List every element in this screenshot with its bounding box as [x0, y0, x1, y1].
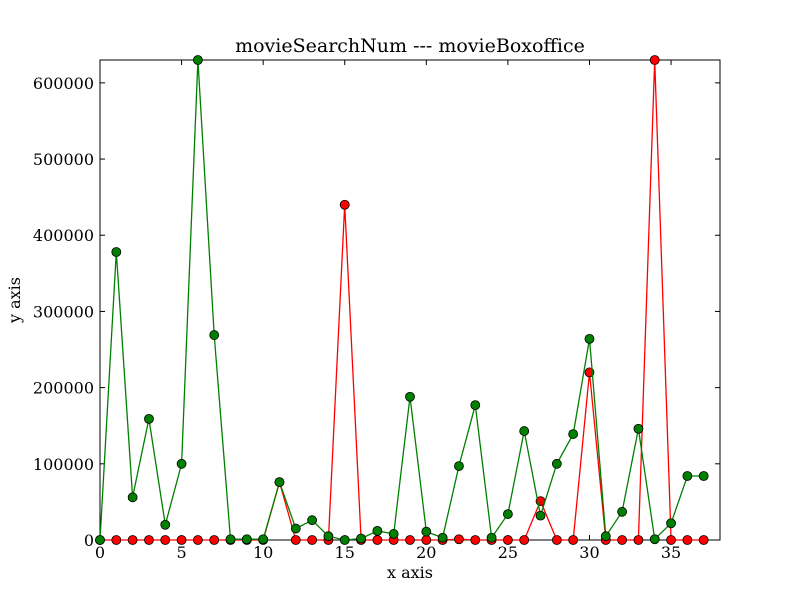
y-tick-label: 300000 — [33, 302, 94, 321]
data-point — [649, 55, 660, 65]
data-point — [535, 510, 546, 521]
data-point — [127, 535, 138, 545]
data-point — [617, 535, 628, 545]
data-point — [666, 535, 676, 545]
x-tick-label: 15 — [335, 543, 355, 562]
data-point — [666, 518, 676, 529]
data-point — [421, 526, 432, 537]
data-point — [192, 55, 203, 65]
data-point — [470, 535, 481, 545]
data-point — [502, 509, 513, 519]
data-point — [437, 532, 448, 543]
data-point — [519, 426, 530, 436]
data-point — [519, 535, 530, 545]
data-point — [617, 506, 628, 517]
y-tick-label: 100000 — [33, 455, 94, 474]
data-point — [568, 429, 579, 439]
data-point — [209, 535, 220, 545]
data-point — [682, 471, 693, 481]
data-point — [698, 535, 709, 545]
series-0 — [95, 55, 709, 545]
x-axis-label: x axis — [387, 563, 433, 582]
x-axis-ticks: 0 5 10 15 20 25 30 35 — [95, 60, 681, 562]
data-point — [502, 535, 513, 545]
y-axis-ticks: 0 100000 200000 300000 400000 500000 600000 — [33, 74, 720, 550]
data-point — [454, 461, 464, 471]
data-point — [584, 333, 595, 344]
data-point — [176, 535, 187, 545]
x-tick-label: 0 — [95, 543, 105, 562]
data-point — [339, 199, 350, 210]
data-point — [111, 535, 122, 545]
data-point — [258, 534, 269, 545]
x-tick-label: 20 — [416, 543, 436, 562]
x-tick-label: 25 — [498, 543, 518, 562]
data-point — [192, 535, 203, 545]
data-point — [698, 471, 709, 481]
series-layer — [95, 55, 709, 545]
y-tick-label: 200000 — [33, 379, 94, 398]
data-point — [454, 534, 464, 545]
data-point — [551, 458, 562, 469]
data-point — [307, 515, 318, 526]
data-point — [209, 330, 220, 340]
data-point — [551, 535, 562, 545]
y-tick-label: 0 — [84, 531, 94, 550]
data-point — [160, 535, 171, 545]
y-axis-label: y axis — [5, 277, 24, 324]
x-tick-label: 10 — [253, 543, 273, 562]
x-tick-label: 35 — [661, 543, 681, 562]
series-1 — [95, 55, 709, 545]
data-point — [372, 535, 383, 545]
data-point — [144, 535, 154, 545]
data-point — [682, 535, 693, 545]
data-point — [421, 535, 432, 545]
data-point — [290, 535, 301, 545]
data-point — [388, 529, 399, 539]
data-point — [633, 423, 644, 434]
data-point — [600, 531, 611, 542]
data-point — [111, 247, 122, 257]
series-line — [99, 59, 704, 541]
data-point — [568, 535, 579, 545]
data-point — [241, 534, 252, 545]
data-point — [307, 535, 318, 545]
data-point — [144, 413, 154, 424]
data-point — [160, 519, 171, 530]
data-point — [372, 525, 383, 536]
x-tick-label: 5 — [176, 543, 186, 562]
data-point — [649, 534, 660, 545]
data-point — [176, 458, 187, 469]
data-point — [405, 535, 415, 545]
data-point — [470, 400, 481, 411]
data-point — [274, 477, 285, 487]
chart-title: movieSearchNum --- movieBoxoffice — [235, 35, 585, 57]
data-point — [339, 535, 350, 545]
data-point — [95, 535, 105, 545]
data-point — [290, 523, 301, 534]
x-tick-label: 30 — [579, 543, 599, 562]
data-point — [405, 391, 415, 402]
data-point — [127, 492, 138, 503]
data-point — [225, 534, 236, 545]
y-tick-label: 400000 — [33, 226, 94, 245]
data-point — [356, 533, 366, 544]
plot-frame — [99, 59, 721, 541]
y-tick-label: 600000 — [33, 74, 94, 93]
y-tick-label: 500000 — [33, 150, 94, 169]
data-point — [633, 535, 644, 545]
data-point — [486, 532, 497, 543]
data-point — [323, 531, 334, 542]
